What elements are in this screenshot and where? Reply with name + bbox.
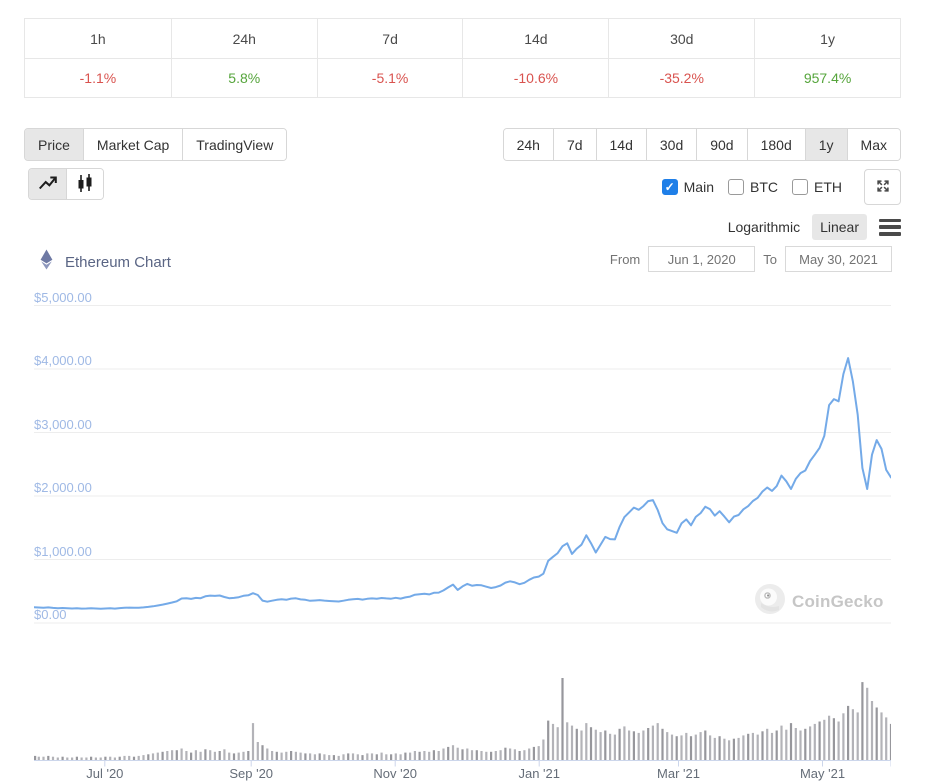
eth-checkbox[interactable] <box>792 179 808 195</box>
perf-value-24h: 5.8% <box>170 58 317 97</box>
perf-value-30d: -35.2% <box>608 58 755 97</box>
chart-source-tabs: Price Market Cap TradingView <box>24 128 288 161</box>
perf-header-1y: 1y <box>754 19 900 58</box>
btc-checkbox[interactable] <box>728 179 744 195</box>
expand-arrows-icon <box>874 177 892 198</box>
line-chart-icon <box>37 172 59 197</box>
y-axis-label: $2,000.00 <box>34 480 92 495</box>
y-axis-label: $4,000.00 <box>34 353 92 368</box>
watermark-text: CoinGecko <box>792 591 884 611</box>
overlay-controls: ✓ Main BTC ETH <box>661 169 901 205</box>
scale-controls: Logarithmic Linear <box>720 214 901 240</box>
coingecko-gecko-icon <box>755 584 785 619</box>
x-axis-label: Jan '21 <box>518 766 560 781</box>
chart-menu-icon[interactable] <box>879 218 901 236</box>
performance-table: 1h 24h 7d 14d 30d 1y -1.1% 5.8% -5.1% -1… <box>24 18 901 98</box>
perf-value-1h: -1.1% <box>25 58 171 97</box>
overlay-main[interactable]: ✓ Main <box>661 179 714 195</box>
range-1y[interactable]: 1y <box>804 129 847 160</box>
perf-header-1h: 1h <box>25 19 171 58</box>
x-axis-label: Jul '20 <box>86 766 124 781</box>
to-label: To <box>763 251 777 267</box>
chart-title: Ethereum Chart <box>65 253 171 271</box>
main-checkbox[interactable]: ✓ <box>661 179 678 195</box>
y-axis-label: $5,000.00 <box>34 289 92 305</box>
x-axis-label: Mar '21 <box>657 766 700 781</box>
tab-price[interactable]: Price <box>25 129 83 160</box>
range-90d[interactable]: 90d <box>696 129 747 160</box>
candlestick-icon <box>75 172 95 197</box>
price-chart-svg[interactable] <box>34 290 891 635</box>
chart-header: Ethereum Chart <box>40 249 171 275</box>
perf-value-14d: -10.6% <box>462 58 609 97</box>
linear-scale-button[interactable]: Linear <box>812 214 867 240</box>
range-30d[interactable]: 30d <box>645 129 697 160</box>
tab-tradingview[interactable]: TradingView <box>182 129 287 160</box>
range-180d[interactable]: 180d <box>746 129 805 160</box>
y-axis-label: $1,000.00 <box>34 543 92 559</box>
range-7d[interactable]: 7d <box>552 129 596 160</box>
perf-header-30d: 30d <box>608 19 755 58</box>
range-max[interactable]: Max <box>846 129 900 160</box>
from-label: From <box>609 251 641 267</box>
chart-type-toggle <box>28 168 104 200</box>
main-checkbox-label: Main <box>683 179 714 195</box>
perf-value-1y: 957.4% <box>754 58 900 97</box>
btc-checkbox-label: BTC <box>750 179 778 195</box>
to-date-input[interactable] <box>785 246 892 272</box>
logarithmic-scale-button[interactable]: Logarithmic <box>727 219 801 235</box>
volume-chart-svg[interactable] <box>34 676 891 767</box>
ethereum-logo-icon <box>40 249 53 275</box>
time-range-buttons: 24h 7d 14d 30d 90d 180d 1y Max <box>502 128 901 161</box>
from-date-input[interactable] <box>648 246 756 272</box>
y-axis-label: $0.00 <box>34 607 67 622</box>
candlestick-chart-type-button[interactable] <box>66 169 103 199</box>
fullscreen-button[interactable] <box>864 169 901 205</box>
x-axis-label: Sep '20 <box>229 766 274 781</box>
range-24h[interactable]: 24h <box>503 129 553 160</box>
perf-header-7d: 7d <box>316 19 463 58</box>
tab-market-cap[interactable]: Market Cap <box>82 129 183 160</box>
eth-checkbox-label: ETH <box>814 179 842 195</box>
price-line-series <box>34 357 891 610</box>
x-axis-label: Nov '20 <box>373 766 418 781</box>
line-chart-type-button[interactable] <box>29 169 66 199</box>
overlay-btc[interactable]: BTC <box>728 179 778 195</box>
perf-value-7d: -5.1% <box>316 58 463 97</box>
y-axis-label: $3,000.00 <box>34 416 92 432</box>
coingecko-watermark: CoinGecko <box>755 584 884 619</box>
date-range-controls: From To <box>610 246 892 272</box>
overlay-eth[interactable]: ETH <box>792 179 842 195</box>
perf-header-24h: 24h <box>170 19 317 58</box>
perf-header-14d: 14d <box>462 19 609 58</box>
range-14d[interactable]: 14d <box>595 129 646 160</box>
x-axis-label: May '21 <box>799 766 846 781</box>
